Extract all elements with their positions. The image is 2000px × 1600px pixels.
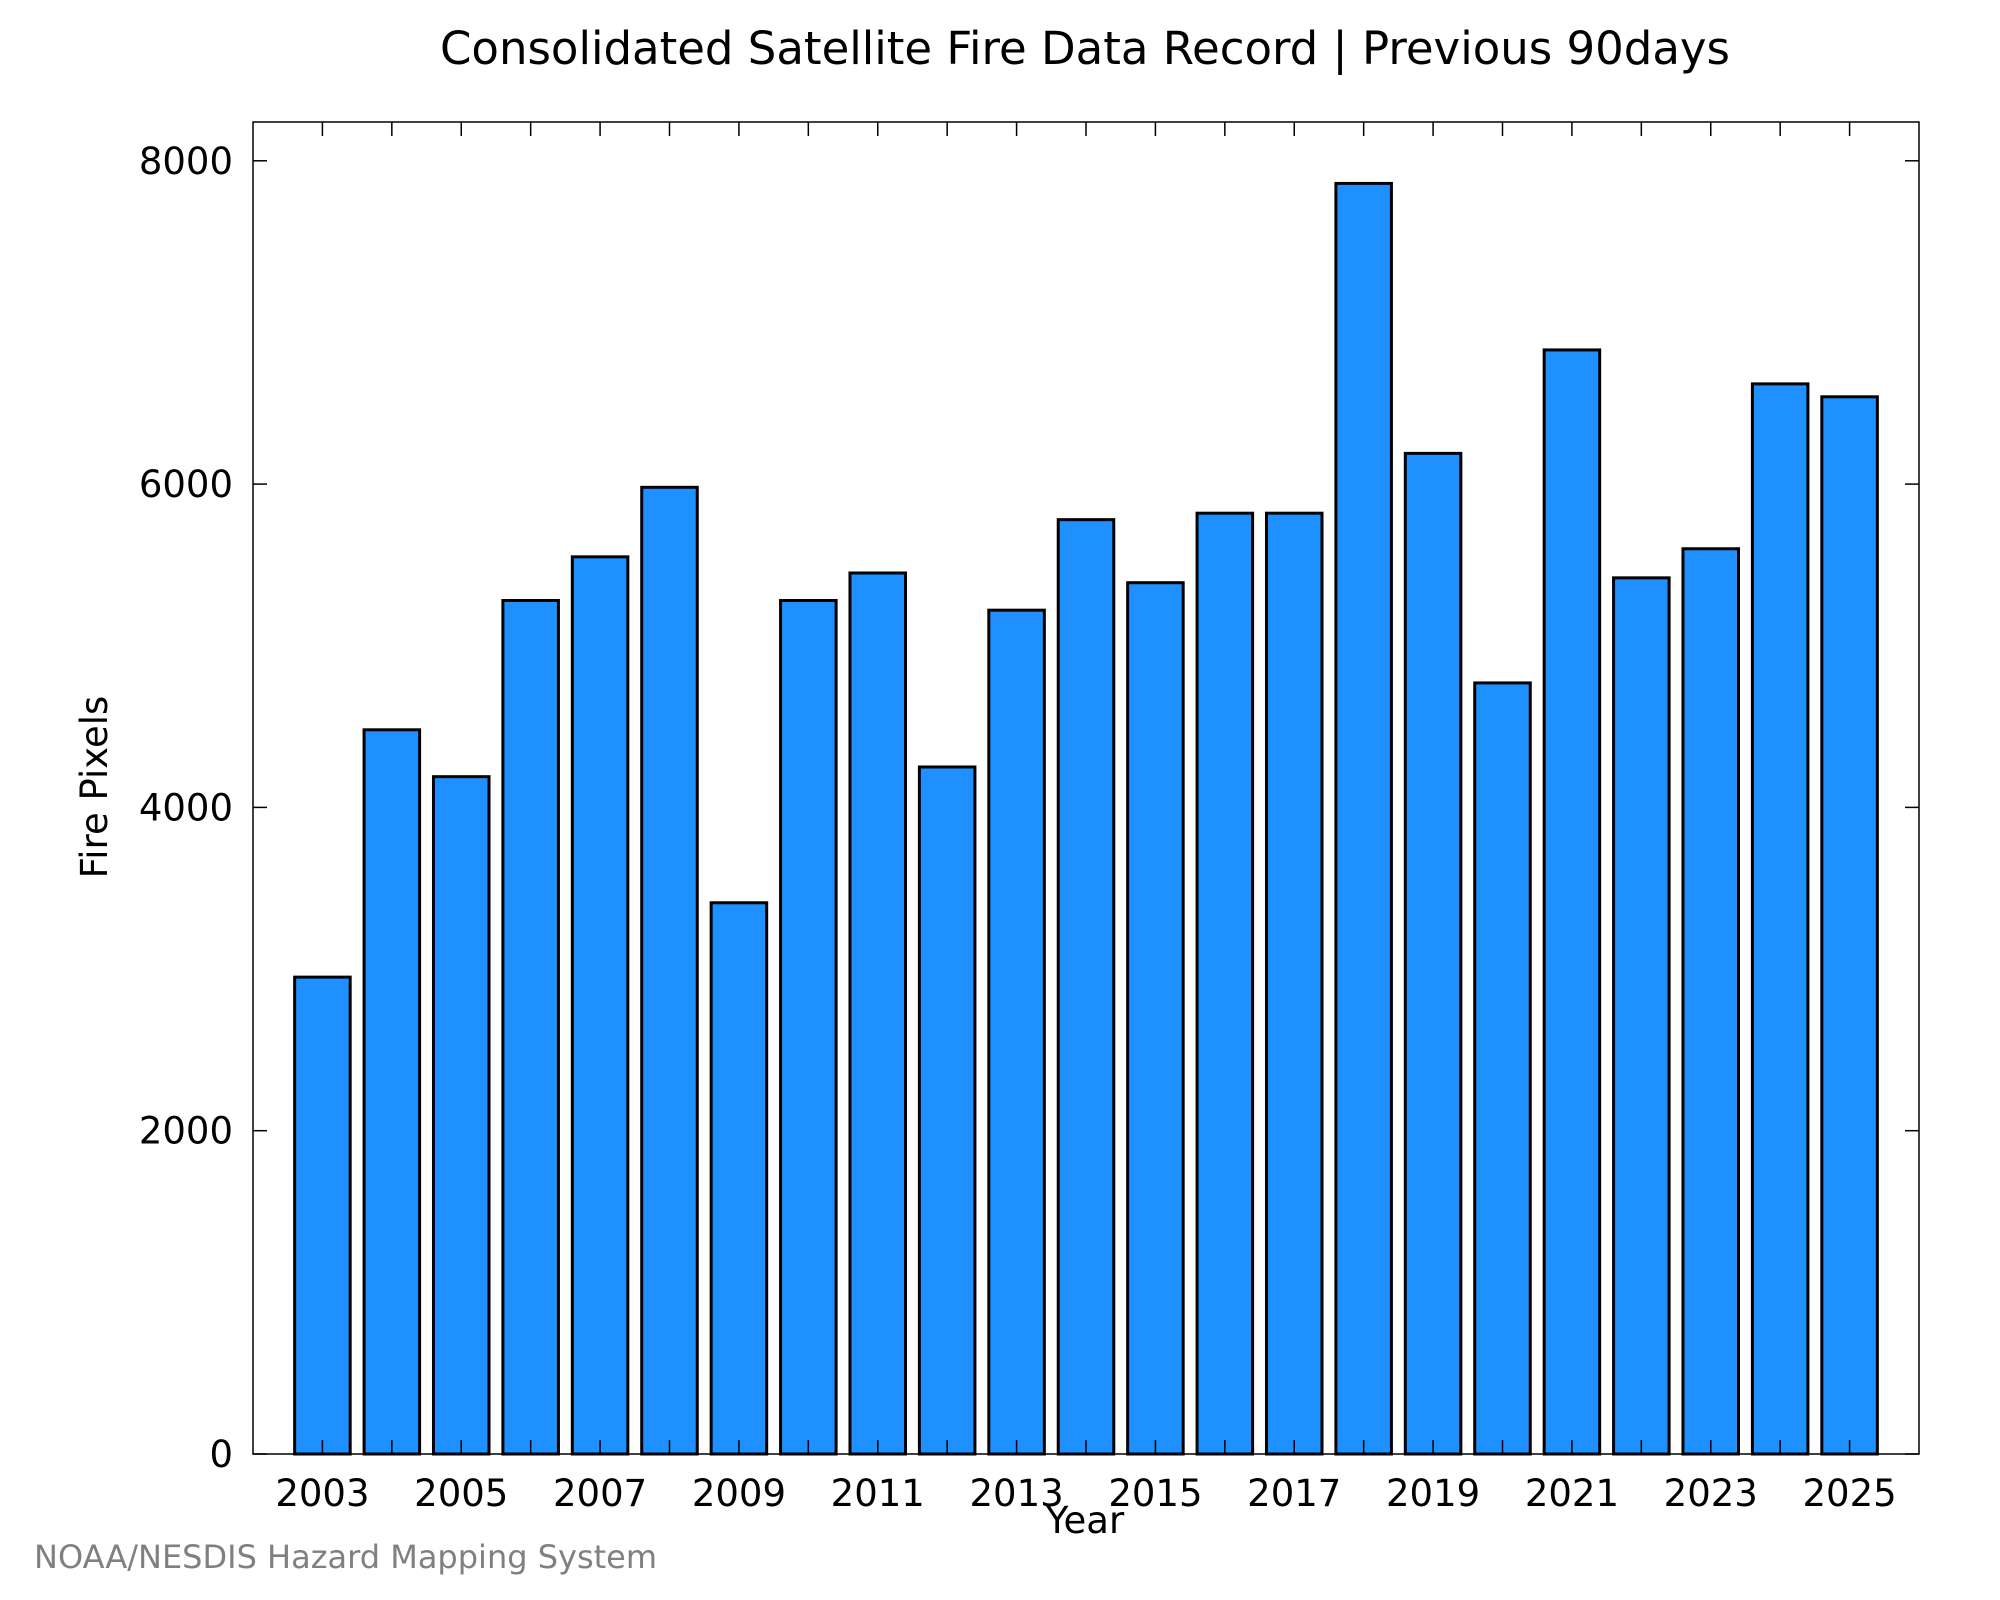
bar-2014 xyxy=(1056,518,1116,1456)
x-tick-label-2025: 2025 xyxy=(1802,1472,1896,1515)
bar-2010 xyxy=(779,598,838,1456)
bar-2023 xyxy=(1681,547,1741,1456)
y-tick-label-6000: 6000 xyxy=(139,463,233,506)
chart-title: Consolidated Satellite Fire Data Record … xyxy=(440,22,1730,75)
x-tick-label-2007: 2007 xyxy=(553,1472,647,1515)
bar-2007 xyxy=(570,555,630,1456)
bar-2011 xyxy=(848,571,908,1456)
bars-group xyxy=(293,181,1879,1456)
y-tick-label-4000: 4000 xyxy=(139,786,233,829)
x-tick-label-2015: 2015 xyxy=(1108,1472,1202,1515)
y-tick-label-8000: 8000 xyxy=(139,140,233,183)
bar-2006 xyxy=(501,598,560,1456)
source-credit: NOAA/NESDIS Hazard Mapping System xyxy=(34,1538,658,1576)
x-tick-label-2021: 2021 xyxy=(1525,1472,1619,1515)
bar-2004 xyxy=(362,728,422,1456)
bar-2016 xyxy=(1195,511,1255,1456)
x-tick-label-2003: 2003 xyxy=(275,1472,369,1515)
x-ticks-group: 2003 2005 2007 2009 2011 2013 2015 2017 2019 2021… xyxy=(275,122,1897,1515)
bar-2003 xyxy=(293,975,352,1456)
y-tick-label-2000: 2000 xyxy=(139,1110,233,1153)
bar-2013 xyxy=(987,608,1046,1456)
x-tick-label-2009: 2009 xyxy=(692,1472,786,1515)
x-tick-label-2011: 2011 xyxy=(831,1472,925,1515)
bar-2019 xyxy=(1403,451,1463,1456)
bar-2025 xyxy=(1820,395,1879,1456)
y-ticks-group: 0 2000 4000 6000 8000 xyxy=(139,140,1919,1476)
x-axis-label: Year xyxy=(1045,1499,1125,1542)
bar-2018 xyxy=(1334,181,1393,1456)
bar-2005 xyxy=(431,775,491,1456)
y-tick-label-0: 0 xyxy=(209,1433,233,1476)
bar-2024 xyxy=(1750,382,1810,1456)
bar-2017 xyxy=(1264,511,1324,1456)
bar-2009 xyxy=(709,901,769,1456)
x-tick-label-2013: 2013 xyxy=(969,1472,1063,1515)
x-tick-label-2005: 2005 xyxy=(414,1472,508,1515)
y-axis-label: Fire Pixels xyxy=(73,696,116,879)
bar-2012 xyxy=(917,765,977,1456)
bar-2021 xyxy=(1542,348,1602,1456)
x-tick-label-2017: 2017 xyxy=(1247,1472,1341,1515)
bar-2008 xyxy=(640,485,699,1456)
bar-2020 xyxy=(1473,681,1532,1456)
x-tick-label-2019: 2019 xyxy=(1386,1472,1480,1515)
x-tick-label-2023: 2023 xyxy=(1664,1472,1758,1515)
bar-2015 xyxy=(1126,581,1185,1456)
bar-2022 xyxy=(1612,576,1671,1456)
